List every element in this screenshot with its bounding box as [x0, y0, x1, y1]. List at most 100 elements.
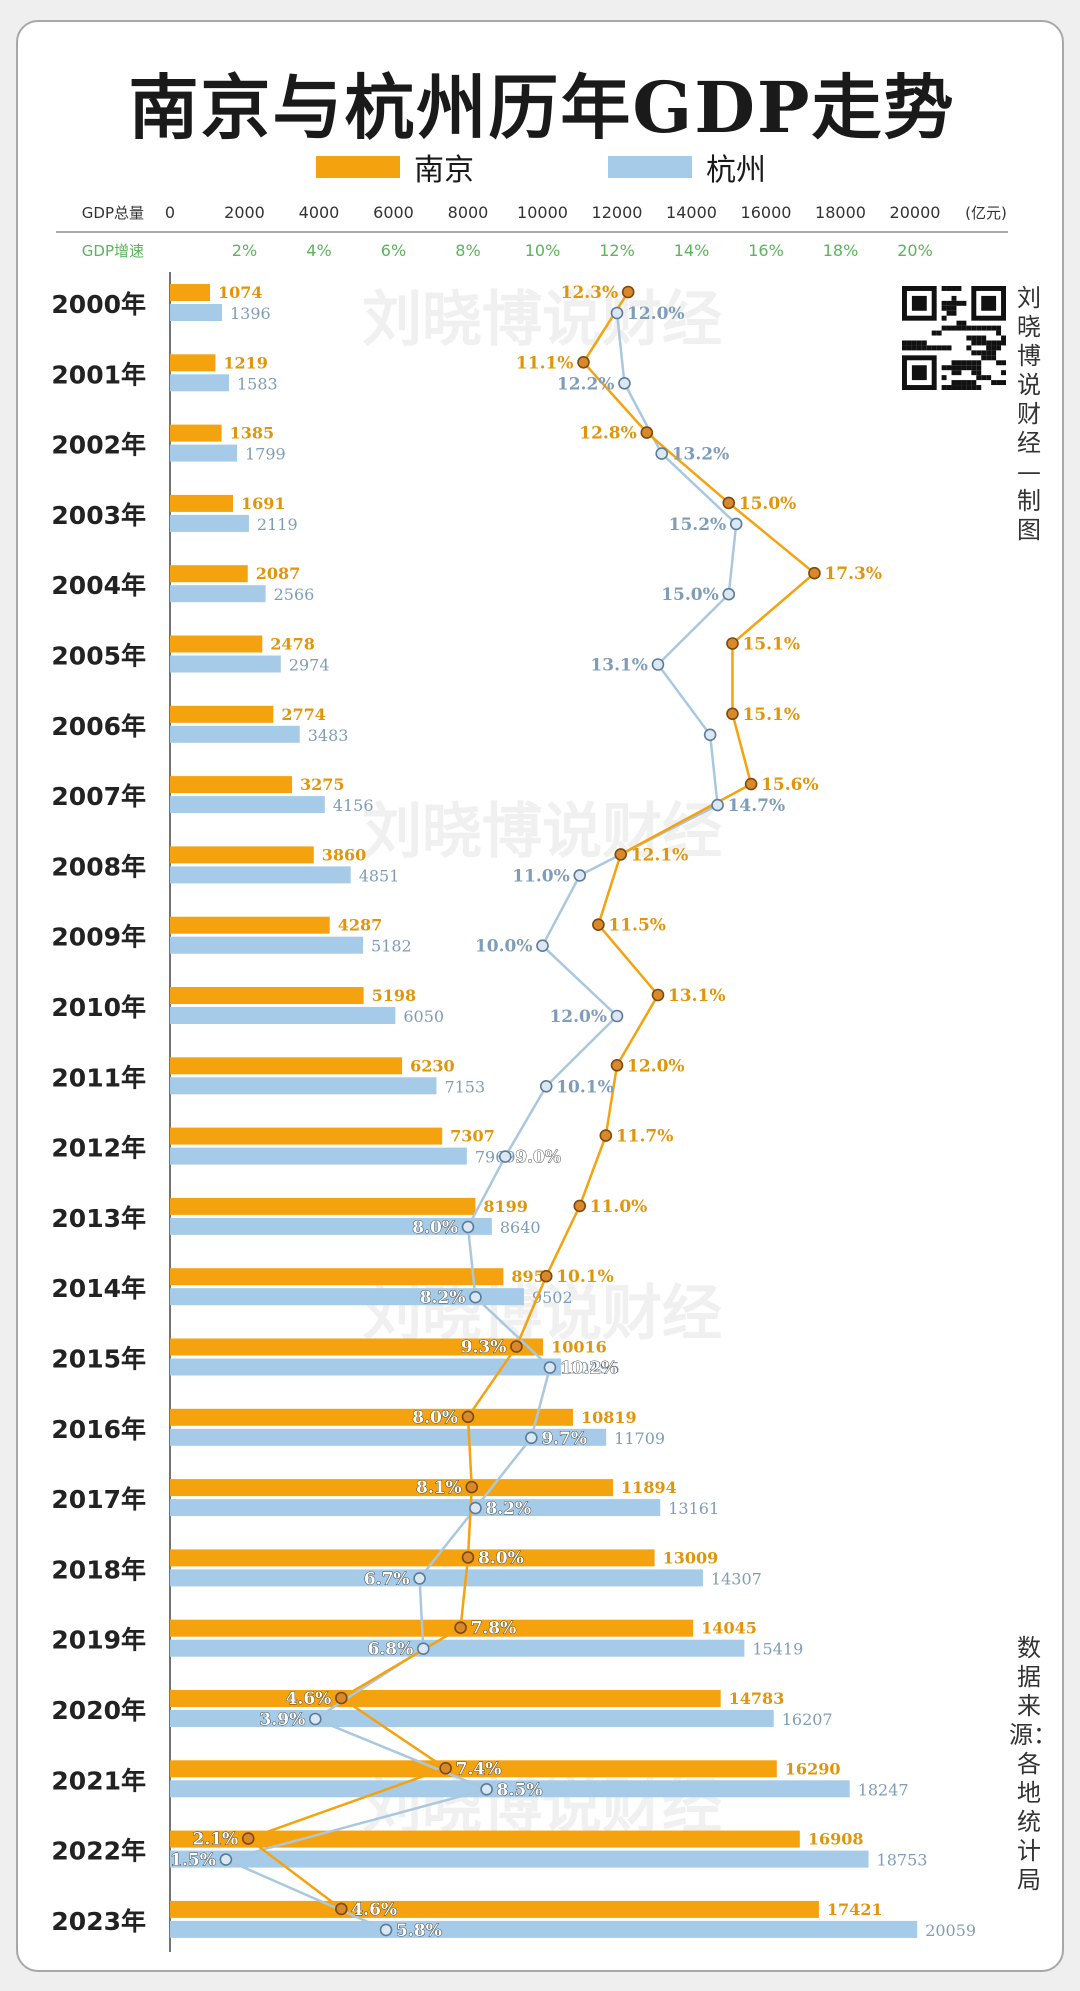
- growth-point-nanjing: [577, 355, 590, 369]
- bar-label-nanjing: 6230: [410, 1056, 455, 1075]
- growth-point-hangzhou: [610, 306, 624, 320]
- bar-hangzhou: [170, 1780, 850, 1798]
- bar-hangzhou: [170, 1639, 745, 1657]
- growth-point-nanjing: [614, 848, 628, 861]
- bar-label-hangzhou: 11709: [614, 1429, 665, 1448]
- bar-label-nanjing: 2774: [281, 705, 326, 724]
- year-label: 2010年: [51, 993, 146, 1022]
- growth-label-hangzhou: 12.0%: [549, 1007, 607, 1027]
- gdp-unit-label: (亿元): [965, 204, 1007, 222]
- bar-label-hangzhou: 2119: [257, 515, 298, 534]
- chart-title: 南京与杭州历年GDP走势: [128, 66, 956, 149]
- bar-label-nanjing: 8199: [483, 1197, 528, 1216]
- growth-label-hangzhou: 10.1%: [556, 1077, 614, 1097]
- gdp-tick-6: 12000: [592, 203, 643, 222]
- growth-label-nanjing: 10.1%: [556, 1267, 614, 1287]
- gdp-tick-1: 2000: [224, 203, 265, 222]
- growth-point-hangzhou: [219, 1853, 233, 1866]
- growth-point-nanjing: [461, 1410, 475, 1424]
- growth-label-hangzhou: 8.0%: [412, 1218, 458, 1238]
- bar-nanjing: [170, 1830, 800, 1848]
- bar-hangzhou: [170, 1077, 437, 1095]
- year-label: 2022年: [51, 1837, 146, 1866]
- bar-nanjing: [170, 987, 364, 1004]
- growth-label-nanjing: 15.1%: [742, 635, 800, 655]
- bar-nanjing: [170, 1690, 721, 1707]
- growth-tick-5: 12%: [599, 241, 635, 260]
- growth-label-nanjing: 12.0%: [627, 1056, 685, 1076]
- growth-label-nanjing: 12.3%: [561, 283, 619, 303]
- growth-label-hangzhou: 12.0%: [627, 304, 685, 324]
- growth-point-hangzhou: [525, 1431, 538, 1445]
- growth-label-nanjing: 7.8%: [471, 1619, 517, 1639]
- year-label: 2013年: [51, 1204, 146, 1233]
- bar-nanjing: [170, 1338, 544, 1356]
- growth-point-nanjing: [599, 1129, 613, 1142]
- growth-point-nanjing: [744, 777, 758, 791]
- growth-point-nanjing: [461, 1551, 475, 1564]
- growth-tick-2: 6%: [381, 241, 406, 260]
- year-label: 2004年: [51, 571, 146, 600]
- growth-point-hangzhou: [379, 1923, 393, 1937]
- growth-point-hangzhou: [498, 1150, 512, 1163]
- growth-tick-6: 14%: [674, 241, 710, 260]
- legend-swatch-nanjing: [316, 156, 400, 178]
- year-label: 2007年: [51, 782, 146, 811]
- growth-point-nanjing: [439, 1762, 452, 1775]
- growth-point-hangzhou: [655, 447, 669, 460]
- growth-point-hangzhou: [461, 1220, 475, 1234]
- bar-nanjing: [170, 705, 274, 723]
- growth-label-hangzhou: 3.9%: [260, 1710, 306, 1730]
- bar-label-hangzhou: 14307: [711, 1569, 762, 1588]
- legend-item-hangzhou: 杭州: [608, 147, 766, 188]
- legend-item-nanjing: 南京: [316, 147, 474, 188]
- bar-label-nanjing: 14045: [701, 1619, 757, 1638]
- growth-point-nanjing: [539, 1269, 553, 1283]
- bar-hangzhou: [170, 1569, 703, 1587]
- growth-line-hangzhou: [222, 312, 738, 1932]
- bar-nanjing: [170, 1900, 819, 1918]
- bar-hangzhou: [170, 444, 238, 462]
- growth-label-nanjing: 9.3%: [461, 1338, 507, 1358]
- bar-label-hangzhou: 6050: [403, 1007, 444, 1026]
- gdp-axis-label: GDP总量: [82, 204, 144, 222]
- growth-point-hangzhou: [416, 1642, 430, 1655]
- bar-nanjing: [170, 354, 216, 372]
- bar-label-hangzhou: 1396: [230, 304, 271, 323]
- growth-label-hangzhou: 13.2%: [672, 445, 730, 465]
- growth-label-nanjing: 11.0%: [590, 1197, 648, 1217]
- bar-hangzhou: [170, 1288, 524, 1306]
- growth-point-nanjing: [592, 918, 605, 932]
- growth-point-nanjing: [335, 1902, 348, 1916]
- legend-label-hangzhou: 杭州: [706, 153, 766, 188]
- bar-label-hangzhou: 10495: [569, 1359, 620, 1378]
- year-label: 2015年: [51, 1345, 146, 1374]
- gdp-tick-2: 4000: [299, 203, 340, 222]
- bar-hangzhou: [170, 374, 229, 392]
- bar-label-hangzhou: 20059: [925, 1921, 976, 1940]
- growth-label-nanjing: 15.1%: [742, 705, 800, 725]
- growth-point-hangzhou: [308, 1712, 322, 1726]
- growth-point-nanjing: [610, 1059, 624, 1072]
- growth-tick-9: 20%: [897, 241, 933, 260]
- growth-label-nanjing: 13.1%: [668, 986, 726, 1006]
- bar-hangzhou: [170, 585, 266, 603]
- gdp-tick-10: 20000: [890, 203, 941, 222]
- watermark-0: 刘晓博说财经: [362, 285, 722, 355]
- growth-label-nanjing: 11.1%: [516, 353, 574, 373]
- bar-label-hangzhou: 4156: [333, 796, 374, 815]
- growth-label-hangzhou: 9.7%: [541, 1429, 587, 1449]
- year-label: 2005年: [51, 642, 146, 671]
- growth-point-nanjing: [510, 1340, 523, 1353]
- growth-point-hangzhou: [536, 939, 549, 953]
- bar-hangzhou: [170, 1428, 607, 1446]
- bar-hangzhou: [170, 304, 223, 321]
- bar-hangzhou: [170, 936, 364, 954]
- growth-label-nanjing: 4.6%: [286, 1689, 332, 1709]
- growth-label-hangzhou: 6.7%: [364, 1569, 410, 1589]
- bar-hangzhou: [170, 866, 351, 884]
- growth-label-nanjing: 4.6%: [351, 1900, 397, 1920]
- bar-nanjing: [170, 776, 292, 794]
- bar-nanjing: [170, 635, 263, 653]
- legend-label-nanjing: 南京: [414, 153, 474, 188]
